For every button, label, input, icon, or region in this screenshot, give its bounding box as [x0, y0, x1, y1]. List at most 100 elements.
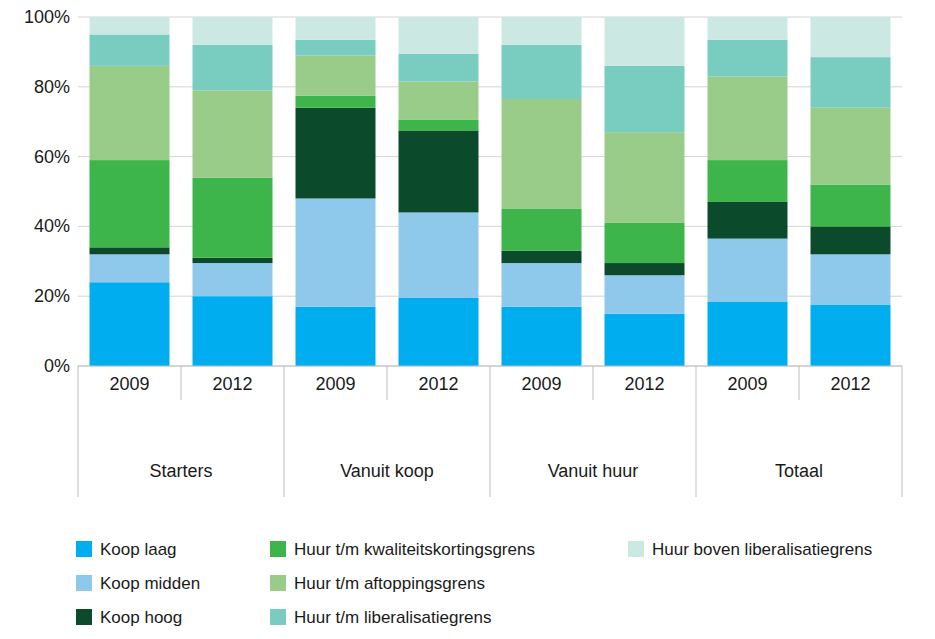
x-tick-label: 2009	[315, 374, 355, 394]
axis-divider	[78, 366, 79, 497]
bar-segment	[502, 251, 582, 263]
y-tick-label: 80%	[34, 77, 70, 97]
x-axis: 2009 2012 2009 2012 2009 2012 2009 2012 Starters…	[78, 366, 902, 497]
bar-segment	[605, 66, 685, 132]
bar-segment	[708, 160, 788, 202]
bar-segment	[193, 263, 273, 296]
bar-segment	[708, 239, 788, 302]
bar-segment	[605, 223, 685, 263]
legend-label: Huur t/m liberalisatiegrens	[294, 608, 491, 627]
bar-segment	[90, 160, 170, 247]
legend-swatch	[270, 541, 286, 557]
bar-segment	[193, 296, 273, 366]
bar-segment	[811, 17, 891, 57]
y-tick-label: 40%	[34, 216, 70, 236]
bar-segment	[296, 96, 376, 108]
bar-segment	[193, 45, 273, 90]
x-tick-label: 2012	[418, 374, 458, 394]
bar-segment	[708, 40, 788, 77]
bar-segment	[296, 40, 376, 56]
bar-segment	[811, 57, 891, 108]
bar-segment	[90, 282, 170, 366]
bar-segment	[399, 17, 479, 54]
bar-segment	[605, 263, 685, 275]
x-tick-label: 2012	[830, 374, 870, 394]
legend-label: Koop midden	[100, 574, 200, 593]
axis-divider	[799, 366, 800, 400]
axis-divider	[696, 366, 697, 497]
legend-label: Koop hoog	[100, 608, 182, 627]
bar-segment	[811, 108, 891, 185]
group-label: Vanuit koop	[340, 461, 434, 481]
bar-segment	[502, 307, 582, 366]
bar-segment	[502, 209, 582, 251]
legend-label: Huur t/m aftoppingsgrens	[294, 574, 485, 593]
bar-segment	[811, 254, 891, 305]
bar-segment	[90, 66, 170, 160]
legend: Koop laag Koop midden Koop hoog Huur t/m kw…	[76, 540, 872, 627]
bar-segment	[502, 263, 582, 307]
bar-segment	[708, 76, 788, 160]
group-label: Starters	[149, 461, 212, 481]
bar-segment	[605, 132, 685, 223]
legend-swatch	[76, 575, 92, 591]
legend-swatch	[628, 541, 644, 557]
bar-segment	[193, 258, 273, 263]
bar-segment	[399, 212, 479, 298]
y-tick-label: 100%	[24, 7, 70, 27]
y-tick-label: 0%	[44, 356, 70, 376]
bar-segment	[296, 307, 376, 366]
x-tick-label: 2009	[727, 374, 767, 394]
group-label: Vanuit huur	[548, 461, 639, 481]
bar-segment	[193, 90, 273, 177]
legend-swatch	[76, 609, 92, 625]
bar-segment	[90, 247, 170, 254]
bar-segment	[811, 305, 891, 366]
bar-segment	[193, 17, 273, 45]
bar-segment	[708, 202, 788, 239]
bar-segment	[502, 17, 582, 45]
bar-segment	[90, 17, 170, 34]
legend-swatch	[270, 575, 286, 591]
bar-segment	[399, 82, 479, 120]
legend-swatch	[76, 541, 92, 557]
bar-segment	[90, 254, 170, 282]
y-tick-label: 60%	[34, 147, 70, 167]
grid	[78, 17, 902, 366]
axis-divider	[284, 366, 285, 497]
bar-segment	[502, 45, 582, 99]
bar-segment	[90, 34, 170, 65]
axis-divider	[593, 366, 594, 400]
group-label: Totaal	[775, 461, 823, 481]
x-tick-label: 2009	[521, 374, 561, 394]
bar-segment	[399, 130, 479, 212]
bar-segment	[399, 120, 479, 130]
x-tick-label: 2012	[624, 374, 664, 394]
chart: 0%20%40%60%80%100%2009201220092012200920…	[0, 0, 935, 639]
bar-segment	[605, 275, 685, 313]
bar-segment	[399, 298, 479, 366]
bar-segment	[296, 198, 376, 306]
bar-segment	[502, 99, 582, 209]
bar-segment	[193, 178, 273, 258]
x-tick-label: 2009	[109, 374, 149, 394]
bar-segment	[811, 226, 891, 254]
axis-divider	[902, 366, 903, 497]
legend-label: Huur t/m kwaliteitskortingsgrens	[294, 540, 535, 559]
bar-segment	[605, 314, 685, 366]
x-tick-label: 2012	[212, 374, 252, 394]
bar-segment	[296, 17, 376, 40]
legend-swatch	[270, 609, 286, 625]
axis-divider	[181, 366, 182, 400]
axis-divider	[490, 366, 491, 497]
legend-label: Koop laag	[100, 540, 177, 559]
legend-label: Huur boven liberalisatiegrens	[652, 540, 872, 559]
bar-segment	[399, 54, 479, 82]
bar-segment	[811, 185, 891, 227]
bar-segment	[708, 17, 788, 40]
y-tick-label: 20%	[34, 286, 70, 306]
axis-divider	[387, 366, 388, 400]
bar-segment	[605, 17, 685, 66]
bars	[90, 17, 891, 366]
bar-segment	[296, 55, 376, 95]
